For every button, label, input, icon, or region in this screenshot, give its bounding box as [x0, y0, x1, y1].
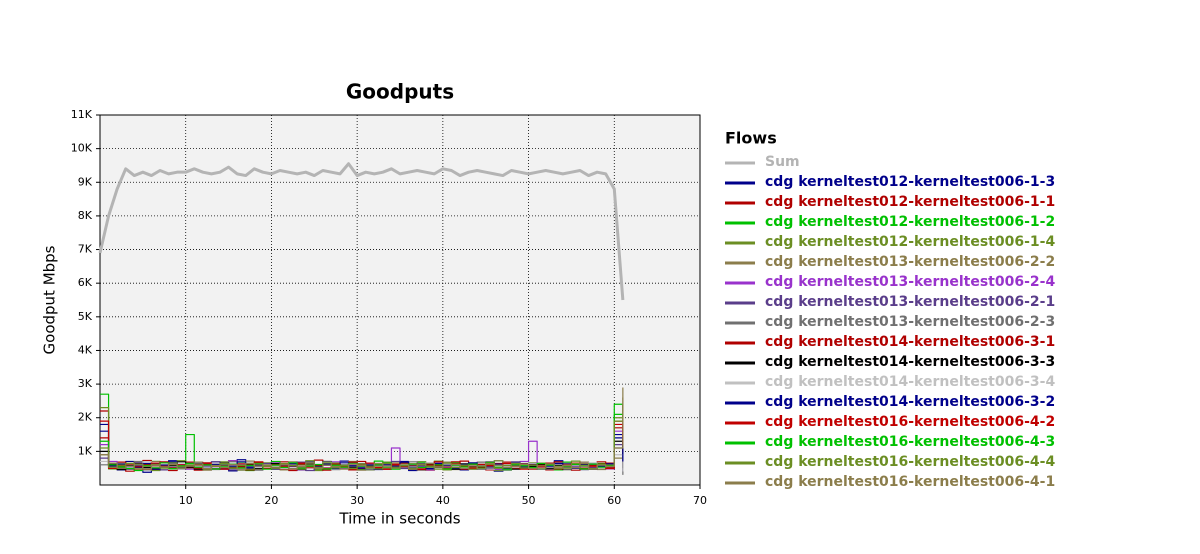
- legend-label: cdg kerneltest014-kerneltest006-3-1: [765, 334, 1055, 350]
- legend-label: cdg kerneltest012-kerneltest006-1-4: [765, 234, 1055, 250]
- x-tick-label: 60: [607, 494, 621, 507]
- x-tick-label: 40: [436, 494, 450, 507]
- x-tick-label: 10: [179, 494, 193, 507]
- y-tick-label: 7K: [78, 243, 93, 256]
- y-tick-label: 8K: [78, 209, 93, 222]
- y-tick-label: 6K: [78, 276, 93, 289]
- x-tick-label: 70: [693, 494, 707, 507]
- series-line: [100, 397, 624, 470]
- y-tick-label: 2K: [78, 411, 93, 424]
- legend-title: Flows: [725, 129, 777, 148]
- x-tick-label: 20: [264, 494, 278, 507]
- x-axis-label: Time in seconds: [338, 510, 460, 528]
- legend-label: Sum: [765, 154, 800, 170]
- legend-label: cdg kerneltest013-kerneltest006-2-1: [765, 294, 1055, 310]
- legend-label: cdg kerneltest013-kerneltest006-2-2: [765, 254, 1055, 270]
- legend-label: cdg kerneltest016-kerneltest006-4-2: [765, 414, 1055, 430]
- legend-label: cdg kerneltest016-kerneltest006-4-3: [765, 434, 1055, 450]
- legend-label: cdg kerneltest014-kerneltest006-3-4: [765, 374, 1055, 390]
- y-tick-label: 9K: [78, 175, 93, 188]
- x-tick-label: 30: [350, 494, 364, 507]
- y-tick-label: 1K: [78, 444, 93, 457]
- legend-label: cdg kerneltest014-kerneltest006-3-3: [765, 354, 1055, 370]
- legend-label: cdg kerneltest013-kerneltest006-2-4: [765, 274, 1055, 290]
- y-tick-label: 10K: [71, 142, 93, 155]
- legend-label: cdg kerneltest012-kerneltest006-1-2: [765, 214, 1055, 230]
- legend-label: cdg kerneltest012-kerneltest006-1-3: [765, 174, 1055, 190]
- legend-label: cdg kerneltest016-kerneltest006-4-4: [765, 454, 1055, 470]
- series-line: [98, 162, 625, 301]
- y-tick-label: 4K: [78, 343, 93, 356]
- y-axis-label: Goodput Mbps: [41, 245, 59, 354]
- y-tick-label: 11K: [71, 108, 93, 121]
- legend-label: cdg kerneltest014-kerneltest006-3-2: [765, 394, 1055, 410]
- y-tick-label: 3K: [78, 377, 93, 390]
- legend-label: cdg kerneltest016-kerneltest006-4-1: [765, 474, 1055, 490]
- legend-label: cdg kerneltest013-kerneltest006-2-3: [765, 314, 1055, 330]
- y-tick-label: 5K: [78, 310, 93, 323]
- plot-area: [99, 114, 701, 486]
- legend-label: cdg kerneltest012-kerneltest006-1-1: [765, 194, 1055, 210]
- chart-title: Goodputs: [346, 80, 454, 104]
- x-tick-label: 50: [522, 494, 536, 507]
